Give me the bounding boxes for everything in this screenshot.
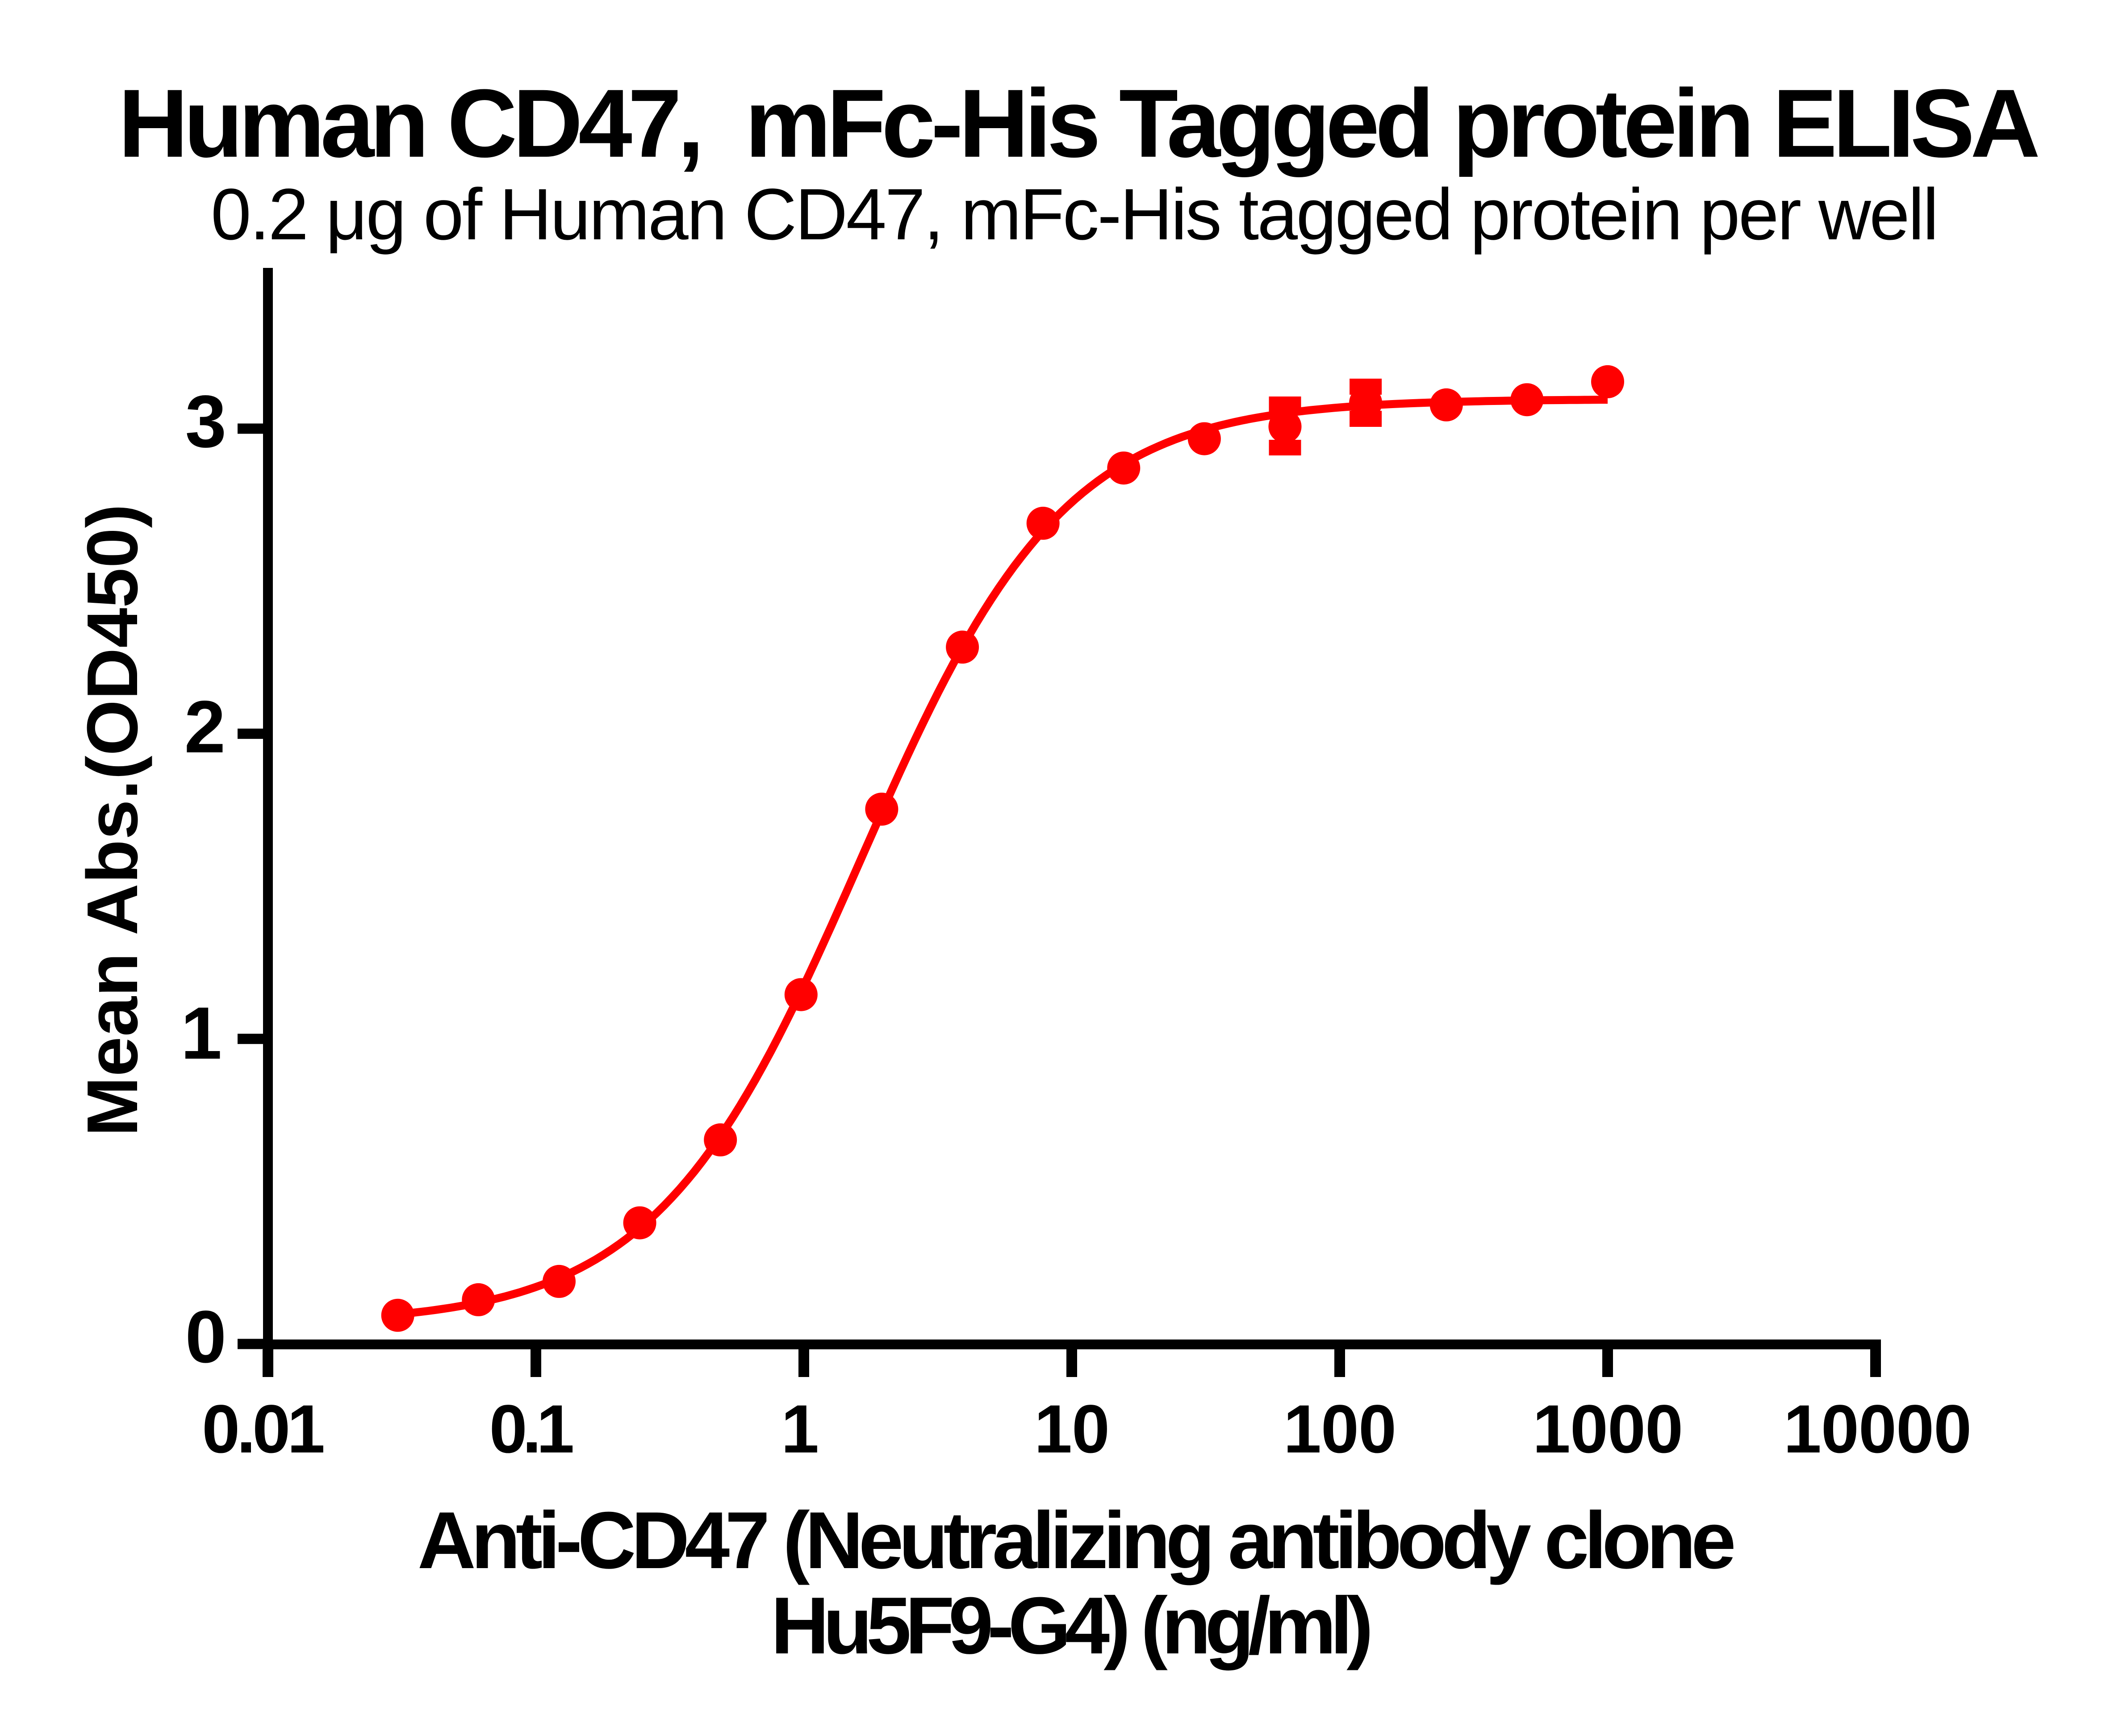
svg-text:10000: 10000 bbox=[1784, 1391, 1971, 1467]
svg-text:Mean Abs.(OD450): Mean Abs.(OD450) bbox=[72, 504, 153, 1137]
svg-text:0: 0 bbox=[185, 1296, 226, 1378]
svg-text:0.2 μg of Human CD47, mFc-His: 0.2 μg of Human CD47, mFc-His tagged pro… bbox=[211, 173, 1937, 255]
svg-text:Human CD47, mFc-His Tagged pr: Human CD47, mFc-His Tagged protein ELISA bbox=[118, 69, 2038, 177]
svg-text:Anti-CD47 (Neutralizing antibo: Anti-CD47 (Neutralizing antibody clone bbox=[418, 1495, 1734, 1586]
svg-text:2: 2 bbox=[184, 686, 226, 768]
svg-text:1: 1 bbox=[181, 992, 222, 1075]
svg-text:1000: 1000 bbox=[1533, 1391, 1683, 1467]
svg-text:0.1: 0.1 bbox=[489, 1391, 573, 1467]
svg-text:1: 1 bbox=[781, 1391, 819, 1467]
svg-text:0.01: 0.01 bbox=[202, 1391, 323, 1467]
svg-text:100: 100 bbox=[1283, 1391, 1396, 1467]
svg-text:Hu5F9-G4) (ng/ml): Hu5F9-G4) (ng/ml) bbox=[771, 1581, 1370, 1671]
svg-text:3: 3 bbox=[185, 380, 226, 463]
svg-text:10: 10 bbox=[1034, 1391, 1109, 1467]
